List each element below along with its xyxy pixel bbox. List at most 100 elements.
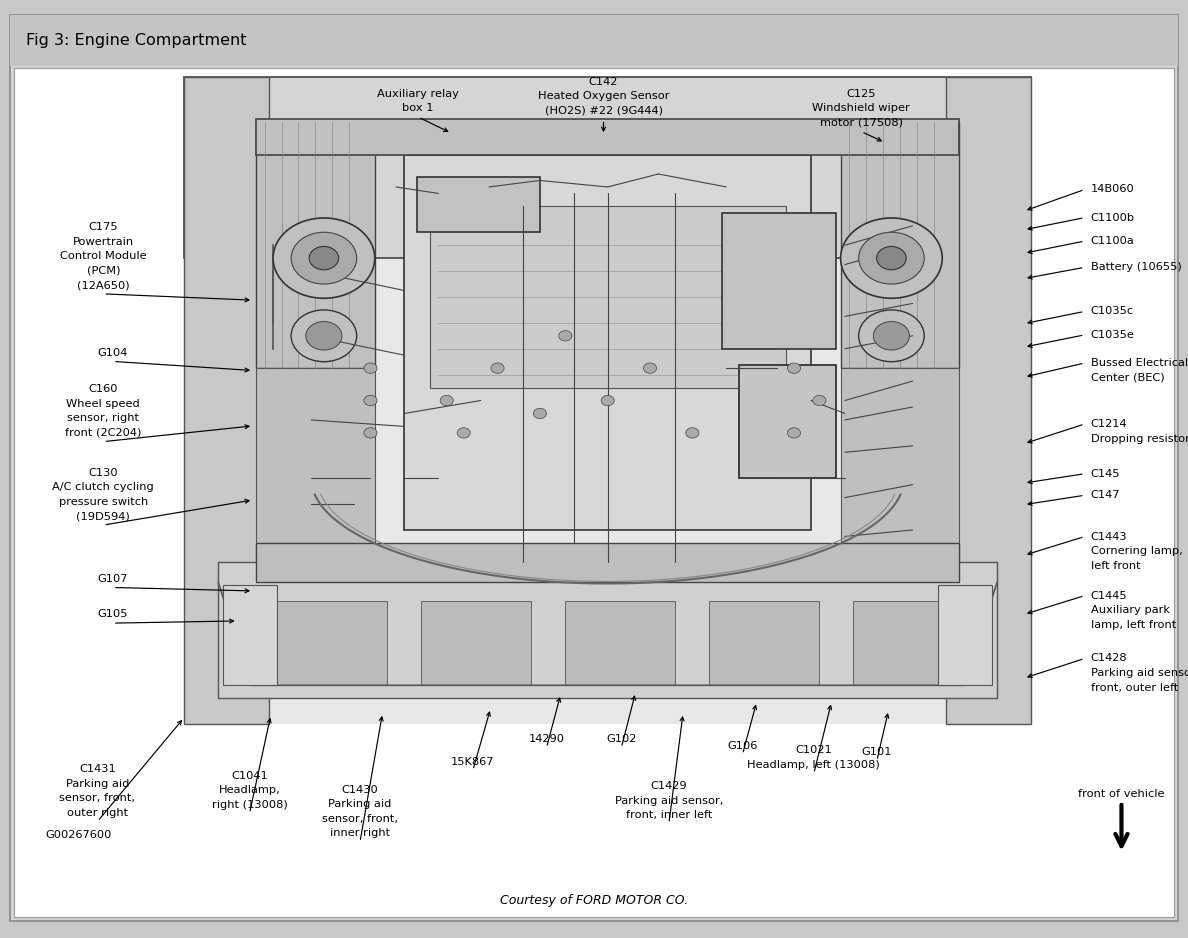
- Text: (12A650): (12A650): [77, 280, 129, 290]
- Text: sensor, right: sensor, right: [68, 414, 139, 423]
- Text: G00267600: G00267600: [45, 830, 112, 840]
- Text: right (13008): right (13008): [211, 800, 287, 809]
- FancyBboxPatch shape: [14, 68, 1174, 917]
- Bar: [184, 77, 1031, 258]
- Circle shape: [841, 218, 942, 298]
- Text: 14290: 14290: [529, 734, 564, 744]
- Circle shape: [273, 218, 374, 298]
- Text: front, inner left: front, inner left: [626, 810, 712, 820]
- Bar: [722, 213, 836, 349]
- Bar: [939, 585, 992, 686]
- Text: G105: G105: [97, 610, 128, 619]
- Text: G107: G107: [97, 574, 128, 583]
- Text: Heated Oxygen Sensor: Heated Oxygen Sensor: [538, 91, 669, 101]
- Bar: [709, 601, 820, 686]
- Bar: [257, 543, 959, 582]
- Text: sensor, front,: sensor, front,: [59, 794, 135, 803]
- Bar: [257, 369, 374, 563]
- Text: Auxiliary relay: Auxiliary relay: [378, 89, 459, 98]
- Circle shape: [441, 395, 454, 406]
- Bar: [223, 585, 277, 686]
- Text: Bussed Electrical: Bussed Electrical: [1091, 358, 1188, 368]
- Text: outer right: outer right: [67, 808, 128, 818]
- Text: Parking aid: Parking aid: [65, 779, 129, 789]
- Circle shape: [813, 395, 826, 406]
- Circle shape: [788, 363, 801, 373]
- Text: C1445: C1445: [1091, 591, 1127, 600]
- Text: C1429: C1429: [651, 781, 687, 791]
- Text: C130: C130: [89, 468, 118, 477]
- Text: Auxiliary park: Auxiliary park: [1091, 605, 1169, 615]
- Text: Parking aid sensor,: Parking aid sensor,: [614, 795, 723, 806]
- Text: C125: C125: [847, 89, 876, 98]
- Text: C175: C175: [89, 222, 118, 232]
- Text: front, outer left: front, outer left: [1091, 683, 1178, 692]
- Bar: [417, 177, 539, 233]
- Circle shape: [873, 322, 910, 350]
- Text: 14B060: 14B060: [1091, 185, 1135, 194]
- Text: C1431: C1431: [80, 764, 115, 774]
- Text: Parking aid: Parking aid: [328, 799, 392, 809]
- Text: (19D594): (19D594): [76, 511, 131, 522]
- Circle shape: [457, 428, 470, 438]
- Circle shape: [601, 395, 614, 406]
- Text: box 1: box 1: [403, 103, 434, 113]
- Bar: [841, 369, 959, 563]
- Circle shape: [364, 363, 377, 373]
- Text: left front: left front: [1091, 561, 1140, 570]
- Circle shape: [309, 247, 339, 270]
- Text: front of vehicle: front of vehicle: [1079, 789, 1164, 799]
- Text: A/C clutch cycling: A/C clutch cycling: [52, 482, 154, 492]
- Text: Parking aid sensor,: Parking aid sensor,: [1091, 668, 1188, 678]
- Bar: [565, 601, 676, 686]
- Circle shape: [877, 247, 906, 270]
- Text: C1035e: C1035e: [1091, 330, 1135, 340]
- Text: Fig 3: Engine Compartment: Fig 3: Engine Compartment: [26, 33, 247, 48]
- Bar: [219, 563, 997, 698]
- Bar: [841, 122, 959, 368]
- Text: Cornering lamp,: Cornering lamp,: [1091, 546, 1182, 556]
- Bar: [739, 365, 836, 478]
- Text: Courtesy of FORD MOTOR CO.: Courtesy of FORD MOTOR CO.: [500, 894, 688, 907]
- Text: Headlamp,: Headlamp,: [219, 785, 280, 795]
- Text: 15K867: 15K867: [451, 757, 494, 766]
- Text: Center (BEC): Center (BEC): [1091, 372, 1164, 383]
- Circle shape: [364, 395, 377, 406]
- Text: C1428: C1428: [1091, 654, 1127, 663]
- FancyBboxPatch shape: [10, 15, 1178, 66]
- Circle shape: [291, 310, 356, 362]
- Text: G104: G104: [97, 348, 128, 357]
- Bar: [430, 206, 785, 387]
- Text: G106: G106: [727, 741, 758, 750]
- Text: C145: C145: [1091, 469, 1120, 478]
- Circle shape: [305, 322, 342, 350]
- Text: Dropping resistor: Dropping resistor: [1091, 433, 1188, 444]
- Text: (HO2S) #22 (9G444): (HO2S) #22 (9G444): [544, 106, 663, 115]
- Circle shape: [859, 233, 924, 284]
- Bar: [184, 77, 268, 724]
- Text: front (2C204): front (2C204): [65, 428, 141, 438]
- Circle shape: [685, 428, 699, 438]
- Text: (PCM): (PCM): [87, 265, 120, 276]
- Bar: [422, 601, 531, 686]
- Text: C1100a: C1100a: [1091, 236, 1135, 246]
- Text: G102: G102: [606, 734, 637, 744]
- Circle shape: [644, 363, 657, 373]
- Bar: [853, 601, 963, 686]
- Text: Windshield wiper: Windshield wiper: [813, 103, 910, 113]
- Text: pressure switch: pressure switch: [58, 497, 148, 507]
- Circle shape: [533, 408, 546, 418]
- Circle shape: [364, 428, 377, 438]
- Circle shape: [859, 310, 924, 362]
- Circle shape: [788, 428, 801, 438]
- Bar: [404, 155, 811, 530]
- Text: Wheel speed: Wheel speed: [67, 399, 140, 409]
- Text: C1035c: C1035c: [1091, 307, 1133, 316]
- Text: Headlamp, left (13008): Headlamp, left (13008): [747, 760, 880, 770]
- Text: C1041: C1041: [232, 771, 267, 780]
- Text: lamp, left front: lamp, left front: [1091, 620, 1176, 629]
- Text: C147: C147: [1091, 491, 1120, 500]
- Text: Battery (10655): Battery (10655): [1091, 263, 1181, 272]
- Bar: [257, 122, 374, 368]
- Circle shape: [491, 363, 504, 373]
